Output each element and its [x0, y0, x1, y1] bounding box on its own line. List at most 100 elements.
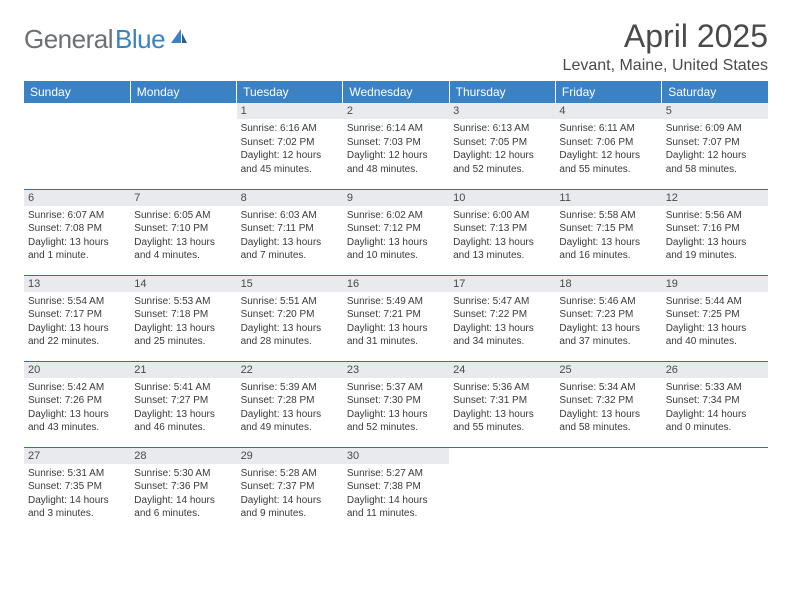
sail-icon	[169, 27, 189, 45]
day-number: 3	[449, 103, 555, 119]
day-number: 8	[237, 190, 343, 206]
sunrise-text: Sunrise: 5:49 AM	[347, 295, 445, 309]
day-details: Sunrise: 5:37 AMSunset: 7:30 PMDaylight:…	[347, 381, 445, 435]
sunset-text: Sunset: 7:31 PM	[453, 394, 551, 408]
daylight-text: Daylight: 12 hours and 52 minutes.	[453, 149, 551, 176]
day-details: Sunrise: 5:47 AMSunset: 7:22 PMDaylight:…	[453, 295, 551, 349]
daylight-text: Daylight: 13 hours and 10 minutes.	[347, 236, 445, 263]
sunrise-text: Sunrise: 5:53 AM	[134, 295, 232, 309]
sunrise-text: Sunrise: 5:44 AM	[666, 295, 764, 309]
sunset-text: Sunset: 7:16 PM	[666, 222, 764, 236]
sunrise-text: Sunrise: 6:09 AM	[666, 122, 764, 136]
day-details: Sunrise: 6:11 AMSunset: 7:06 PMDaylight:…	[559, 122, 657, 176]
daylight-text: Daylight: 14 hours and 0 minutes.	[666, 408, 764, 435]
day-details: Sunrise: 5:44 AMSunset: 7:25 PMDaylight:…	[666, 295, 764, 349]
day-number: 21	[130, 362, 236, 378]
sunset-text: Sunset: 7:03 PM	[347, 136, 445, 150]
daylight-text: Daylight: 14 hours and 9 minutes.	[241, 494, 339, 521]
daylight-text: Daylight: 13 hours and 43 minutes.	[28, 408, 126, 435]
day-details: Sunrise: 6:13 AMSunset: 7:05 PMDaylight:…	[453, 122, 551, 176]
calendar-empty-cell	[24, 103, 130, 189]
daylight-text: Daylight: 13 hours and 55 minutes.	[453, 408, 551, 435]
calendar-day-cell: 12 Sunrise: 5:56 AMSunset: 7:16 PMDayligh…	[662, 189, 768, 275]
day-number: 13	[24, 276, 130, 292]
calendar-day-cell: 22Sunrise: 5:39 AMSunset: 7:28 PMDayligh…	[237, 361, 343, 447]
brand-part1: General	[24, 24, 113, 55]
day-details: Sunrise: 5:33 AMSunset: 7:34 PMDaylight:…	[666, 381, 764, 435]
day-details: Sunrise: 5:51 AMSunset: 7:20 PMDaylight:…	[241, 295, 339, 349]
day-details: Sunrise: 5:42 AMSunset: 7:26 PMDaylight:…	[28, 381, 126, 435]
weekday-header: Wednesday	[343, 81, 449, 103]
calendar-page: General Blue April 2025 Levant, Maine, U…	[0, 0, 792, 551]
calendar-day-cell: 20 Sunrise: 5:42 AMSunset: 7:26 PMDayligh…	[24, 361, 130, 447]
sunrise-text: Sunrise: 6:07 AM	[28, 209, 126, 223]
sunset-text: Sunset: 7:28 PM	[241, 394, 339, 408]
weekday-header: Thursday	[449, 81, 555, 103]
daylight-text: Daylight: 13 hours and 52 minutes.	[347, 408, 445, 435]
sunrise-text: Sunrise: 5:41 AM	[134, 381, 232, 395]
sunrise-text: Sunrise: 5:47 AM	[453, 295, 551, 309]
daylight-text: Daylight: 13 hours and 1 minute.	[28, 236, 126, 263]
weekday-header: Saturday	[662, 81, 768, 103]
day-details: Sunrise: 5:39 AMSunset: 7:28 PMDaylight:…	[241, 381, 339, 435]
calendar-day-cell: 24Sunrise: 5:36 AMSunset: 7:31 PMDayligh…	[449, 361, 555, 447]
day-number: 7	[130, 190, 236, 206]
sunset-text: Sunset: 7:37 PM	[241, 480, 339, 494]
calendar-week-row: 6Sunrise: 6:07 AMSunset: 7:08 PMDaylight…	[24, 189, 768, 275]
calendar-day-cell: 9Sunrise: 6:02 AMSunset: 7:12 PMDaylight…	[343, 189, 449, 275]
day-number: 26	[662, 362, 768, 378]
sunrise-text: Sunrise: 5:39 AM	[241, 381, 339, 395]
day-number: 29	[237, 448, 343, 464]
calendar-day-cell: 21Sunrise: 5:41 AMSunset: 7:27 PMDayligh…	[130, 361, 236, 447]
calendar-week-row: 27Sunrise: 5:31 AMSunset: 7:35 PMDayligh…	[24, 447, 768, 533]
calendar-day-cell: 13 Sunrise: 5:54 AMSunset: 7:17 PMDayligh…	[24, 275, 130, 361]
daylight-text: Daylight: 13 hours and 34 minutes.	[453, 322, 551, 349]
sunset-text: Sunset: 7:38 PM	[347, 480, 445, 494]
day-number: 20	[24, 362, 130, 378]
day-details: Sunrise: 5:58 AMSunset: 7:15 PMDaylight:…	[559, 209, 657, 263]
sunset-text: Sunset: 7:18 PM	[134, 308, 232, 322]
day-details: Sunrise: 5:30 AMSunset: 7:36 PMDaylight:…	[134, 467, 232, 521]
sunrise-text: Sunrise: 5:36 AM	[453, 381, 551, 395]
title-block: April 2025 Levant, Maine, United States	[563, 18, 768, 75]
sunrise-text: Sunrise: 5:33 AM	[666, 381, 764, 395]
sunrise-text: Sunrise: 6:02 AM	[347, 209, 445, 223]
calendar-day-cell: 4Sunrise: 6:11 AMSunset: 7:06 PMDaylight…	[555, 103, 661, 189]
daylight-text: Daylight: 12 hours and 58 minutes.	[666, 149, 764, 176]
calendar-table: SundayMondayTuesdayWednesdayThursdayFrid…	[24, 81, 768, 533]
daylight-text: Daylight: 13 hours and 19 minutes.	[666, 236, 764, 263]
sunset-text: Sunset: 7:34 PM	[666, 394, 764, 408]
day-details: Sunrise: 5:56 AMSunset: 7:16 PMDaylight:…	[666, 209, 764, 263]
day-number: 12	[662, 190, 768, 206]
day-number: 15	[237, 276, 343, 292]
calendar-day-cell: 30Sunrise: 5:27 AMSunset: 7:38 PMDayligh…	[343, 447, 449, 533]
calendar-day-cell: 26 Sunrise: 5:33 AMSunset: 7:34 PMDayligh…	[662, 361, 768, 447]
sunrise-text: Sunrise: 5:42 AM	[28, 381, 126, 395]
page-header: General Blue April 2025 Levant, Maine, U…	[24, 18, 768, 75]
sunrise-text: Sunrise: 6:03 AM	[241, 209, 339, 223]
sunset-text: Sunset: 7:25 PM	[666, 308, 764, 322]
calendar-empty-cell	[555, 447, 661, 533]
sunrise-text: Sunrise: 6:00 AM	[453, 209, 551, 223]
daylight-text: Daylight: 12 hours and 48 minutes.	[347, 149, 445, 176]
calendar-day-cell: 23Sunrise: 5:37 AMSunset: 7:30 PMDayligh…	[343, 361, 449, 447]
daylight-text: Daylight: 13 hours and 46 minutes.	[134, 408, 232, 435]
day-number: 6	[24, 190, 130, 206]
sunset-text: Sunset: 7:10 PM	[134, 222, 232, 236]
weekday-header: Sunday	[24, 81, 130, 103]
day-number: 10	[449, 190, 555, 206]
day-details: Sunrise: 6:16 AMSunset: 7:02 PMDaylight:…	[241, 122, 339, 176]
calendar-day-cell: 19Sunrise: 5:44 AMSunset: 7:25 PMDayligh…	[662, 275, 768, 361]
day-number: 16	[343, 276, 449, 292]
day-details: Sunrise: 5:53 AMSunset: 7:18 PMDaylight:…	[134, 295, 232, 349]
sunset-text: Sunset: 7:35 PM	[28, 480, 126, 494]
sunset-text: Sunset: 7:23 PM	[559, 308, 657, 322]
sunset-text: Sunset: 7:05 PM	[453, 136, 551, 150]
calendar-empty-cell	[449, 447, 555, 533]
daylight-text: Daylight: 13 hours and 22 minutes.	[28, 322, 126, 349]
sunrise-text: Sunrise: 5:28 AM	[241, 467, 339, 481]
daylight-text: Daylight: 13 hours and 13 minutes.	[453, 236, 551, 263]
day-details: Sunrise: 5:54 AMSunset: 7:17 PMDaylight:…	[28, 295, 126, 349]
day-number: 18	[555, 276, 661, 292]
day-details: Sunrise: 5:49 AMSunset: 7:21 PMDaylight:…	[347, 295, 445, 349]
